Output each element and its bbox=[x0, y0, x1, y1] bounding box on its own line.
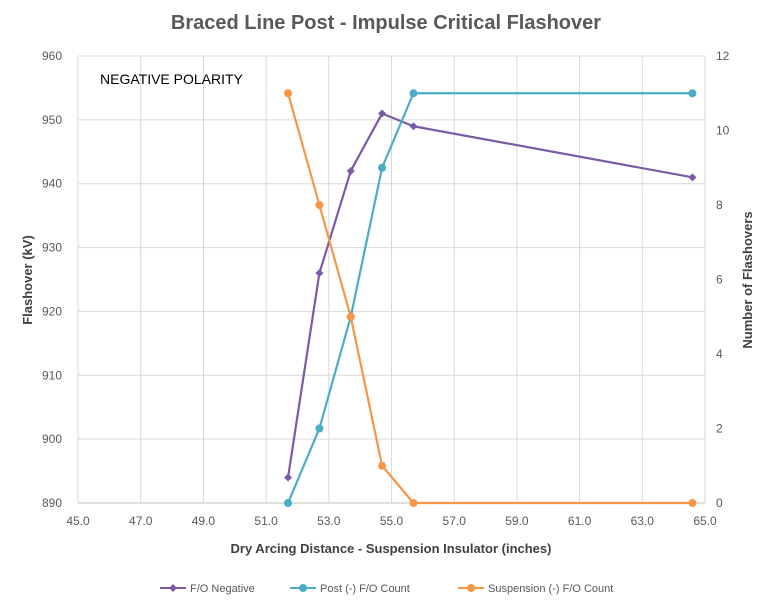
data-point bbox=[409, 122, 418, 131]
legend-marker bbox=[299, 584, 307, 592]
y2-tick-label: 8 bbox=[716, 198, 723, 212]
y-tick-label: 920 bbox=[42, 304, 62, 318]
data-point bbox=[284, 89, 293, 98]
legend-item: F/O Negative bbox=[160, 583, 255, 595]
y-tick-label: 930 bbox=[42, 241, 62, 255]
series-line bbox=[286, 92, 693, 505]
legend-label: Post (-) F/O Count bbox=[320, 583, 410, 595]
series-line bbox=[286, 112, 693, 478]
y-axis-label: Flashover (kV) bbox=[20, 235, 35, 325]
legend: F/O Negative Post (-) F/O Count Suspension… bbox=[160, 583, 613, 595]
legend-item: Post (-) F/O Count bbox=[290, 583, 410, 595]
y2-tick-label: 4 bbox=[716, 347, 723, 361]
data-point bbox=[315, 269, 324, 278]
x-tick-label: 59.0 bbox=[505, 514, 529, 528]
y-tick-label: 910 bbox=[42, 368, 62, 382]
x-tick-label: 53.0 bbox=[317, 514, 341, 528]
data-point bbox=[315, 201, 324, 209]
series-line bbox=[287, 92, 693, 504]
x-tick-label: 49.0 bbox=[192, 514, 216, 528]
y-axis-right: 0 2 4 6 8 10 12 bbox=[716, 49, 730, 510]
y2-tick-label: 12 bbox=[716, 49, 730, 63]
y-tick-label: 950 bbox=[42, 113, 62, 127]
data-point bbox=[346, 312, 355, 321]
data-point bbox=[688, 89, 697, 98]
y2-tick-label: 6 bbox=[716, 273, 723, 287]
legend-marker bbox=[169, 584, 177, 592]
data-point bbox=[688, 173, 697, 182]
data-point bbox=[378, 109, 387, 118]
data-point bbox=[378, 163, 387, 172]
grid bbox=[77, 55, 706, 504]
series-3 bbox=[284, 89, 697, 507]
legend-label: Suspension (-) F/O Count bbox=[488, 583, 613, 595]
x-tick-label: 63.0 bbox=[631, 514, 655, 528]
x-axis: 45.0 47.0 49.0 51.0 53.0 55.0 57.0 59.0 61.0 63.0… bbox=[66, 514, 717, 528]
data-point bbox=[409, 499, 418, 507]
y-tick-label: 900 bbox=[42, 432, 62, 446]
x-axis-label: Dry Arcing Distance - Suspension Insulat… bbox=[231, 541, 552, 556]
y-tick-label: 940 bbox=[42, 177, 62, 191]
data-point bbox=[409, 89, 418, 98]
y2-tick-label: 0 bbox=[716, 496, 723, 510]
x-tick-label: 51.0 bbox=[254, 514, 278, 528]
x-tick-label: 61.0 bbox=[568, 514, 592, 528]
data-point bbox=[688, 499, 697, 507]
y2-tick-label: 2 bbox=[716, 422, 723, 436]
x-tick-label: 55.0 bbox=[380, 514, 404, 528]
series-layer bbox=[284, 89, 697, 507]
data-point bbox=[284, 473, 293, 482]
series-1 bbox=[284, 109, 697, 482]
legend-item: Suspension (-) F/O Count bbox=[458, 583, 613, 595]
polarity-annotation: NEGATIVE POLARITY bbox=[100, 71, 244, 87]
data-point bbox=[346, 166, 355, 175]
data-point bbox=[284, 499, 293, 507]
x-tick-label: 57.0 bbox=[443, 514, 467, 528]
y2-axis-label: Number of Flashovers bbox=[740, 211, 755, 348]
x-tick-label: 47.0 bbox=[129, 514, 153, 528]
y2-tick-label: 10 bbox=[716, 124, 730, 138]
x-tick-label: 45.0 bbox=[66, 514, 90, 528]
y-tick-label: 960 bbox=[42, 49, 62, 63]
x-tick-label: 65.0 bbox=[693, 514, 717, 528]
data-point bbox=[315, 424, 324, 433]
legend-label: F/O Negative bbox=[190, 583, 255, 595]
chart-title: Braced Line Post - Impulse Critical Flas… bbox=[171, 12, 601, 34]
y-axis-left: 890 900 910 920 930 940 950 960 bbox=[42, 49, 62, 510]
legend-marker bbox=[467, 584, 475, 592]
data-point bbox=[378, 461, 387, 470]
y-tick-label: 890 bbox=[42, 496, 62, 510]
